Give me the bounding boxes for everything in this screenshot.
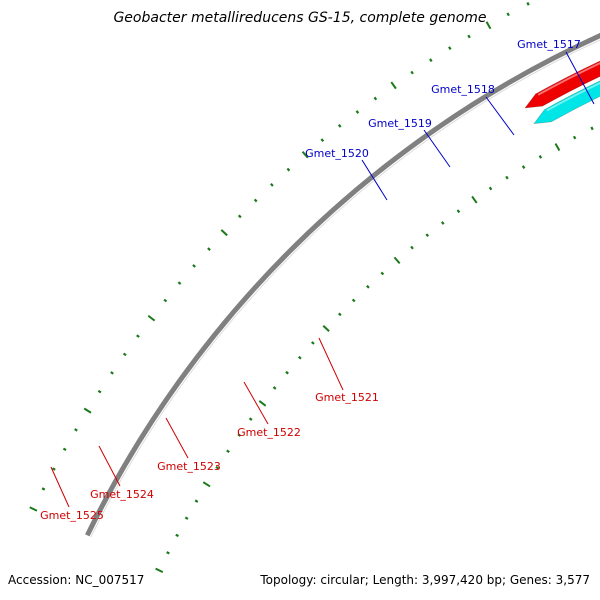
outer-ring-major-tick xyxy=(147,314,156,322)
outer-ring-minor-tick xyxy=(136,334,140,338)
outer-ring-minor-tick xyxy=(373,96,378,101)
outer-ring-minor-tick xyxy=(429,58,433,63)
inner-ring-minor-tick xyxy=(410,245,414,250)
inner-ring-minor-tick xyxy=(366,284,370,289)
outer-ring-major-tick xyxy=(301,151,309,159)
outer-ring-minor-tick xyxy=(41,487,46,491)
inner-ring-minor-tick xyxy=(237,433,242,437)
outer-ring-major-tick xyxy=(83,407,92,414)
gene-label: Gmet_1519 xyxy=(368,117,432,130)
gene-label: Gmet_1522 xyxy=(237,426,301,439)
inner-ring-minor-tick xyxy=(351,298,356,303)
inner-ring-major-tick xyxy=(322,325,330,332)
gene-label-leader xyxy=(318,337,344,391)
accession-text: Accession: NC_007517 xyxy=(8,573,145,587)
outer-ring-minor-tick xyxy=(74,428,78,432)
gene-label-leader xyxy=(165,417,189,459)
outer-ring-minor-tick xyxy=(110,371,114,375)
outer-ring-minor-tick xyxy=(177,281,182,285)
inner-ring-minor-tick xyxy=(505,175,509,180)
outer-ring-minor-tick xyxy=(62,447,67,452)
outer-ring-minor-tick xyxy=(410,70,414,75)
inner-ring-minor-tick xyxy=(285,370,289,375)
gene-features xyxy=(524,60,600,124)
backbone-highlight xyxy=(90,39,600,538)
outer-ring-major-tick xyxy=(390,81,397,90)
inner-ring-major-tick xyxy=(393,256,401,265)
gene-label: Gmet_1521 xyxy=(315,391,379,404)
inner-ring-minor-tick xyxy=(272,386,277,390)
gene-label: Gmet_1523 xyxy=(157,460,221,473)
inner-ring-minor-tick xyxy=(194,499,199,503)
gene-label-leader xyxy=(423,129,451,168)
inner-ring-minor-tick xyxy=(337,312,342,317)
inner-ring-minor-tick xyxy=(456,209,461,214)
inner-ring-minor-tick xyxy=(590,126,594,131)
outer-ring-minor-tick xyxy=(448,46,452,50)
gene-label-leader xyxy=(98,445,121,487)
inner-ring-minor-tick xyxy=(538,155,543,159)
outer-ring-major-tick xyxy=(485,21,492,30)
outer-ring-major-tick xyxy=(220,229,228,237)
inner-ring-minor-tick xyxy=(248,417,253,421)
gene-label-leader xyxy=(361,159,388,201)
outer-ring-minor-tick xyxy=(192,264,196,268)
outer-ring-minor-tick xyxy=(207,247,211,251)
inner-ring-minor-tick xyxy=(226,449,230,454)
inner-ring-major-tick xyxy=(202,481,211,488)
outer-ring-minor-tick xyxy=(270,183,274,187)
inner-ring-minor-tick xyxy=(166,551,170,555)
tick-marks: 1719 kbp1720 kbp1721 kbp1722 kbp1723 kbp… xyxy=(29,2,594,574)
genome-backbone xyxy=(85,32,600,538)
inner-ring-minor-tick xyxy=(184,516,189,520)
outer-ring-minor-tick xyxy=(526,2,530,6)
outer-ring-major-tick xyxy=(29,506,38,512)
inner-ring-minor-tick xyxy=(380,271,385,276)
gene-gmet-1526-red-highlight xyxy=(537,62,600,96)
gene-label: Gmet_1525 xyxy=(40,509,104,522)
gene-label-leader xyxy=(485,96,515,136)
inner-ring-minor-tick xyxy=(311,341,315,345)
outer-ring-minor-tick xyxy=(286,167,291,172)
gene-label: Gmet_1524 xyxy=(90,488,154,501)
inner-ring-minor-tick xyxy=(488,186,493,191)
inner-ring-minor-tick xyxy=(175,533,179,538)
gene-label-leader xyxy=(565,51,595,105)
gene-gmet-1525-highlight xyxy=(546,82,600,112)
gene-label-leader xyxy=(243,381,269,425)
outer-ring-minor-tick xyxy=(355,110,360,114)
gene-label: Gmet_1517 xyxy=(517,38,581,51)
outer-ring-minor-tick xyxy=(97,389,102,394)
inner-ring-major-tick xyxy=(258,400,267,407)
outer-ring-minor-tick xyxy=(467,34,471,39)
gene-gmet-1525 xyxy=(533,80,600,124)
gene-label: Gmet_1518 xyxy=(431,83,495,96)
outer-ring-minor-tick xyxy=(237,214,242,219)
inner-ring-minor-tick xyxy=(521,165,526,169)
inner-ring-minor-tick xyxy=(425,233,430,238)
gene-gmet-1526-red xyxy=(524,60,600,109)
inner-ring-minor-tick xyxy=(297,355,302,360)
backbone-arc xyxy=(85,32,600,537)
gene-label-leader xyxy=(50,466,70,508)
outer-ring-minor-tick xyxy=(320,138,325,143)
outer-ring-minor-tick xyxy=(506,12,510,17)
inner-ring-major-tick xyxy=(554,143,561,152)
outer-ring-minor-tick xyxy=(52,467,56,471)
inner-ring-major-tick xyxy=(471,195,478,204)
genome-summary: Topology: circular; Length: 3,997,420 bp… xyxy=(260,573,590,587)
inner-ring-minor-tick xyxy=(215,465,220,470)
gene-label: Gmet_1520 xyxy=(305,147,369,160)
inner-ring-minor-tick xyxy=(440,221,445,225)
genome-title: Geobacter metallireducens GS-15, complet… xyxy=(113,10,487,26)
inner-ring-minor-tick xyxy=(572,135,577,140)
outer-ring-minor-tick xyxy=(163,298,168,303)
outer-ring-minor-tick xyxy=(337,124,342,128)
inner-ring-major-tick xyxy=(155,567,164,574)
gene-labels: Gmet_1517 Gmet_1518 Gmet_1519 Gmet_1520 Gmet… xyxy=(40,38,595,522)
outer-ring-minor-tick xyxy=(253,198,258,203)
outer-ring-minor-tick xyxy=(122,352,127,357)
